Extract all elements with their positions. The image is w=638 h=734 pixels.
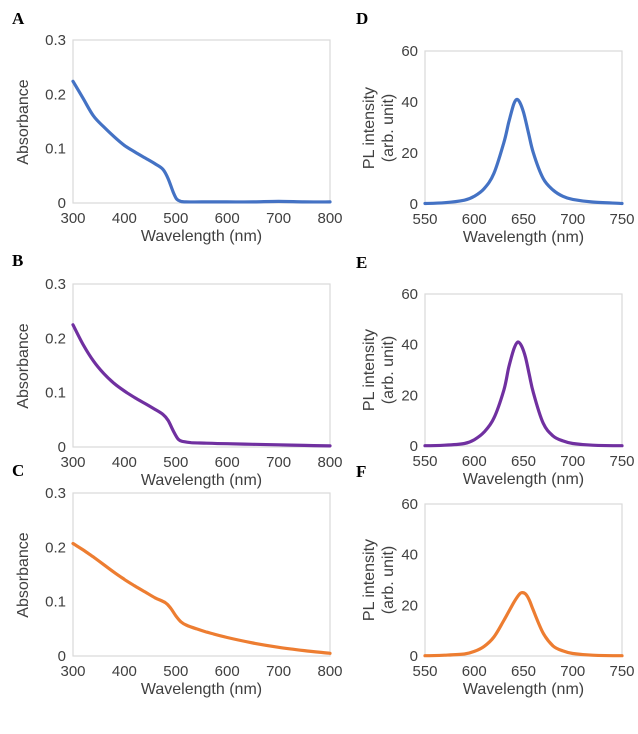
panel-letter: E bbox=[356, 253, 367, 272]
series-line bbox=[423, 591, 624, 658]
x-tick-label: 700 bbox=[266, 454, 291, 471]
y-tick-label: 20 bbox=[401, 597, 418, 614]
x-tick-label: 700 bbox=[266, 210, 291, 227]
y-tick-label: 40 bbox=[401, 337, 418, 354]
x-tick-label: 500 bbox=[163, 454, 188, 471]
plot-frame bbox=[72, 283, 331, 448]
chart-panel-D: D 0 20 40 60 550 600 650 700 750 Wavelength (nm) PL… bbox=[356, 9, 635, 246]
series-line bbox=[423, 340, 624, 448]
series-line bbox=[423, 97, 624, 206]
chart-panel-E: E 0 20 40 60 550 600 650 700 750 Wavelength (nm) PL… bbox=[356, 253, 635, 488]
y-axis-label: PL intensity bbox=[361, 329, 378, 411]
chart-panel-A: A 0 0.1 0.2 0.3 300 400 500 600 700 800 Wavelength … bbox=[12, 9, 343, 245]
y-tick-label: 60 bbox=[401, 496, 418, 513]
x-axis-label: Wavelength (nm) bbox=[141, 472, 262, 489]
x-tick-label: 700 bbox=[560, 663, 585, 680]
y-tick-label: 0.3 bbox=[45, 276, 66, 293]
x-tick-label: 600 bbox=[215, 454, 240, 471]
y-tick-label: 0.1 bbox=[45, 141, 66, 158]
y-axis-label: Absorbance bbox=[15, 79, 32, 164]
plot-frame bbox=[72, 39, 331, 204]
x-tick-label: 700 bbox=[266, 663, 291, 680]
y-tick-label: 0.2 bbox=[45, 86, 66, 103]
y-tick-label: 0 bbox=[58, 195, 66, 212]
y-tick-label: 20 bbox=[401, 145, 418, 162]
x-tick-label: 750 bbox=[609, 663, 634, 680]
y-tick-label: 0 bbox=[410, 648, 418, 665]
y-tick-label: 0 bbox=[410, 438, 418, 455]
x-tick-label: 600 bbox=[462, 211, 487, 228]
x-tick-label: 400 bbox=[112, 663, 137, 680]
y-axis-label: PL intensity bbox=[361, 87, 378, 169]
panel-letter: C bbox=[12, 461, 24, 480]
x-axis-label: Wavelength (nm) bbox=[141, 681, 262, 698]
panel-letter: B bbox=[12, 251, 23, 270]
x-tick-label: 600 bbox=[215, 210, 240, 227]
x-tick-label: 300 bbox=[60, 454, 85, 471]
y-tick-label: 60 bbox=[401, 43, 418, 60]
x-tick-label: 600 bbox=[462, 663, 487, 680]
chart-panel-F: F 0 20 40 60 550 600 650 700 750 Wavelength (nm) PL… bbox=[356, 462, 635, 698]
chart-panel-B: B 0 0.1 0.2 0.3 300 400 500 600 700 800 Wavelength … bbox=[12, 251, 343, 489]
x-axis-label: Wavelength (nm) bbox=[463, 471, 584, 488]
x-tick-label: 800 bbox=[317, 210, 342, 227]
y-tick-label: 20 bbox=[401, 387, 418, 404]
y-tick-label: 40 bbox=[401, 547, 418, 564]
x-tick-label: 550 bbox=[412, 211, 437, 228]
x-tick-label: 650 bbox=[511, 211, 536, 228]
plot-frame bbox=[424, 503, 623, 657]
x-tick-label: 750 bbox=[609, 211, 634, 228]
x-axis-label: Wavelength (nm) bbox=[141, 228, 262, 245]
x-tick-label: 700 bbox=[560, 211, 585, 228]
x-tick-label: 600 bbox=[462, 453, 487, 470]
x-tick-label: 800 bbox=[317, 454, 342, 471]
x-tick-label: 550 bbox=[412, 453, 437, 470]
series-line bbox=[71, 79, 332, 204]
y-tick-label: 0.1 bbox=[45, 385, 66, 402]
series-line bbox=[71, 323, 332, 448]
y-axis-label: Absorbance bbox=[15, 532, 32, 617]
x-tick-label: 500 bbox=[163, 663, 188, 680]
y-axis-label: PL intensity bbox=[361, 539, 378, 621]
chart-panel-C: C 0 0.1 0.2 0.3 300 400 500 600 700 800 Wavelength … bbox=[12, 461, 343, 698]
x-tick-label: 300 bbox=[60, 663, 85, 680]
plot-frame bbox=[424, 293, 623, 447]
panel-letter: A bbox=[12, 9, 25, 28]
plot-frame bbox=[72, 492, 331, 657]
x-tick-label: 600 bbox=[215, 663, 240, 680]
series-line bbox=[71, 541, 332, 655]
y-axis-label: (arb. unit) bbox=[380, 336, 397, 404]
y-axis-label: (arb. unit) bbox=[380, 94, 397, 162]
x-tick-label: 800 bbox=[317, 663, 342, 680]
y-tick-label: 0 bbox=[58, 648, 66, 665]
y-tick-label: 0.3 bbox=[45, 32, 66, 49]
x-tick-label: 650 bbox=[511, 453, 536, 470]
y-tick-label: 0.1 bbox=[45, 594, 66, 611]
y-tick-label: 0.2 bbox=[45, 330, 66, 347]
x-tick-label: 750 bbox=[609, 453, 634, 470]
x-axis-label: Wavelength (nm) bbox=[463, 229, 584, 246]
x-tick-label: 650 bbox=[511, 663, 536, 680]
x-tick-label: 550 bbox=[412, 663, 437, 680]
x-tick-label: 300 bbox=[60, 210, 85, 227]
y-tick-label: 40 bbox=[401, 94, 418, 111]
plot-frame bbox=[424, 50, 623, 205]
x-axis-label: Wavelength (nm) bbox=[463, 681, 584, 698]
y-tick-label: 0.2 bbox=[45, 539, 66, 556]
x-tick-label: 400 bbox=[112, 454, 137, 471]
y-tick-label: 0 bbox=[58, 439, 66, 456]
y-tick-label: 0.3 bbox=[45, 485, 66, 502]
y-tick-label: 60 bbox=[401, 286, 418, 303]
x-tick-label: 400 bbox=[112, 210, 137, 227]
x-tick-label: 700 bbox=[560, 453, 585, 470]
y-tick-label: 0 bbox=[410, 196, 418, 213]
panel-letter: F bbox=[356, 462, 366, 481]
panel-letter: D bbox=[356, 9, 368, 28]
x-tick-label: 500 bbox=[163, 210, 188, 227]
y-axis-label: (arb. unit) bbox=[380, 546, 397, 614]
y-axis-label: Absorbance bbox=[15, 323, 32, 408]
